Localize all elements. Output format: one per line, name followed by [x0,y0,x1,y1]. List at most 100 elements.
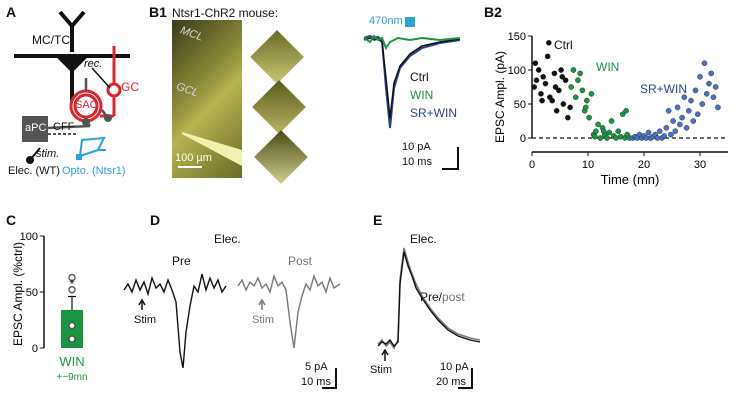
zoom-photo-3 [254,130,308,184]
b2-xtick-label: 0 [529,159,535,171]
e-stim-arrow [381,348,389,361]
b2-point [606,129,613,136]
b2-point [645,129,652,136]
b1-scalebar [442,147,459,170]
b2-point [540,74,547,80]
b2-point [568,84,574,90]
b2-point [710,94,717,100]
b2-point [570,67,577,73]
panel-b1-letter: B1 [149,4,167,20]
b2-point [623,108,629,114]
b2-point [584,97,590,104]
stim-label: stim. [36,148,60,160]
b2-point [668,131,674,138]
b2-xtick-label: 20 [638,159,650,171]
opto-fibers [78,136,106,158]
b1-title: Ntsr1-ChR2 mouse: [172,6,279,20]
apc-label: aPC [25,122,47,134]
b2-point [542,80,549,87]
b2-point [538,91,544,97]
c-xlabel: WIN [59,354,84,369]
b2-point [558,67,564,73]
b2-point [572,94,579,100]
e-title: Elec. [410,232,437,246]
b2-point [619,111,626,117]
mctc-label: MC/TC [32,33,70,47]
e-scale-x: 20 ms [436,376,466,388]
c-significance: * [70,277,75,291]
b2-annot-win: WIN [596,60,620,74]
b2-point [679,114,685,121]
b2-point [597,135,604,141]
b2-point [600,128,607,134]
b2-point [593,128,599,134]
b2-point [551,70,558,77]
opto-label: Opto. (Ntsr1) [62,165,126,177]
b2-point [712,84,719,90]
b2-point [567,104,573,111]
d-scalebar [322,368,337,389]
d-title: Elec. [214,232,241,246]
b2-point [595,121,601,128]
apc-box [22,116,48,142]
e-scale-y: 10 pA [440,361,469,373]
c-ytick-label: 100 [20,231,38,243]
b2-point [575,77,581,84]
b2-point [535,67,542,73]
sac-label: SAC [75,99,98,111]
b2-ylabel: EPSC Ampl. (pA) [493,51,507,143]
b2-point [699,101,706,107]
b2-point [703,91,710,97]
b2-point [701,60,708,67]
c-sublabel: +~9mn [56,372,87,383]
gc-label: GC [121,80,139,94]
b2-point [549,97,555,104]
b2-point [562,77,569,84]
b2-point [591,133,598,140]
b2-point [565,114,571,121]
panel-c-letter: C [6,212,17,228]
b1-scale-x: 10 ms [402,156,432,168]
b2-point [663,125,670,131]
legend-ctrl: Ctrl [410,70,429,84]
b2-point [539,97,545,104]
b2-point [604,135,610,141]
b2-point [672,128,679,134]
b2-ytick-label: 150 [508,31,526,43]
zoom-photo-1 [250,30,304,84]
elec-label: Elec. (WT) [8,165,60,177]
e-stim: Stim [370,364,392,376]
b2-point [608,118,615,124]
b2-point [582,104,589,111]
mitral-cell [14,10,130,102]
b2-point [552,84,559,90]
photo-scale-label: 100 µm [175,152,212,164]
b2-point [685,108,692,114]
light-pulse [405,17,415,27]
c-point [68,273,76,282]
b2-point [681,94,688,100]
b2-point [546,40,552,46]
b2-point [553,108,560,114]
c-point [68,286,76,294]
b2-ytick-label: 50 [514,99,526,111]
c-ylabel: EPSC Ampl. (%ctrl) [11,242,25,346]
b2-point [579,87,586,94]
panel-b2-letter: B2 [484,4,502,20]
b2-point [683,125,690,131]
panel-d-letter: D [150,212,161,228]
panel-e-letter: E [373,212,383,228]
d-scale-y: 5 pA [305,361,328,373]
zoom-photo-2 [252,80,306,134]
b2-point [665,108,672,114]
d-pre: Pre [172,254,191,268]
panel-a-schematic [14,10,130,164]
legend-win: WIN [410,88,434,102]
rec-label: rec. [84,58,103,70]
b2-point [715,104,721,111]
b2-point [615,128,622,134]
b2-point [674,104,681,111]
b1-scale-y: 10 pA [402,141,431,153]
b1-traces [363,34,461,129]
b2-point [670,118,676,124]
